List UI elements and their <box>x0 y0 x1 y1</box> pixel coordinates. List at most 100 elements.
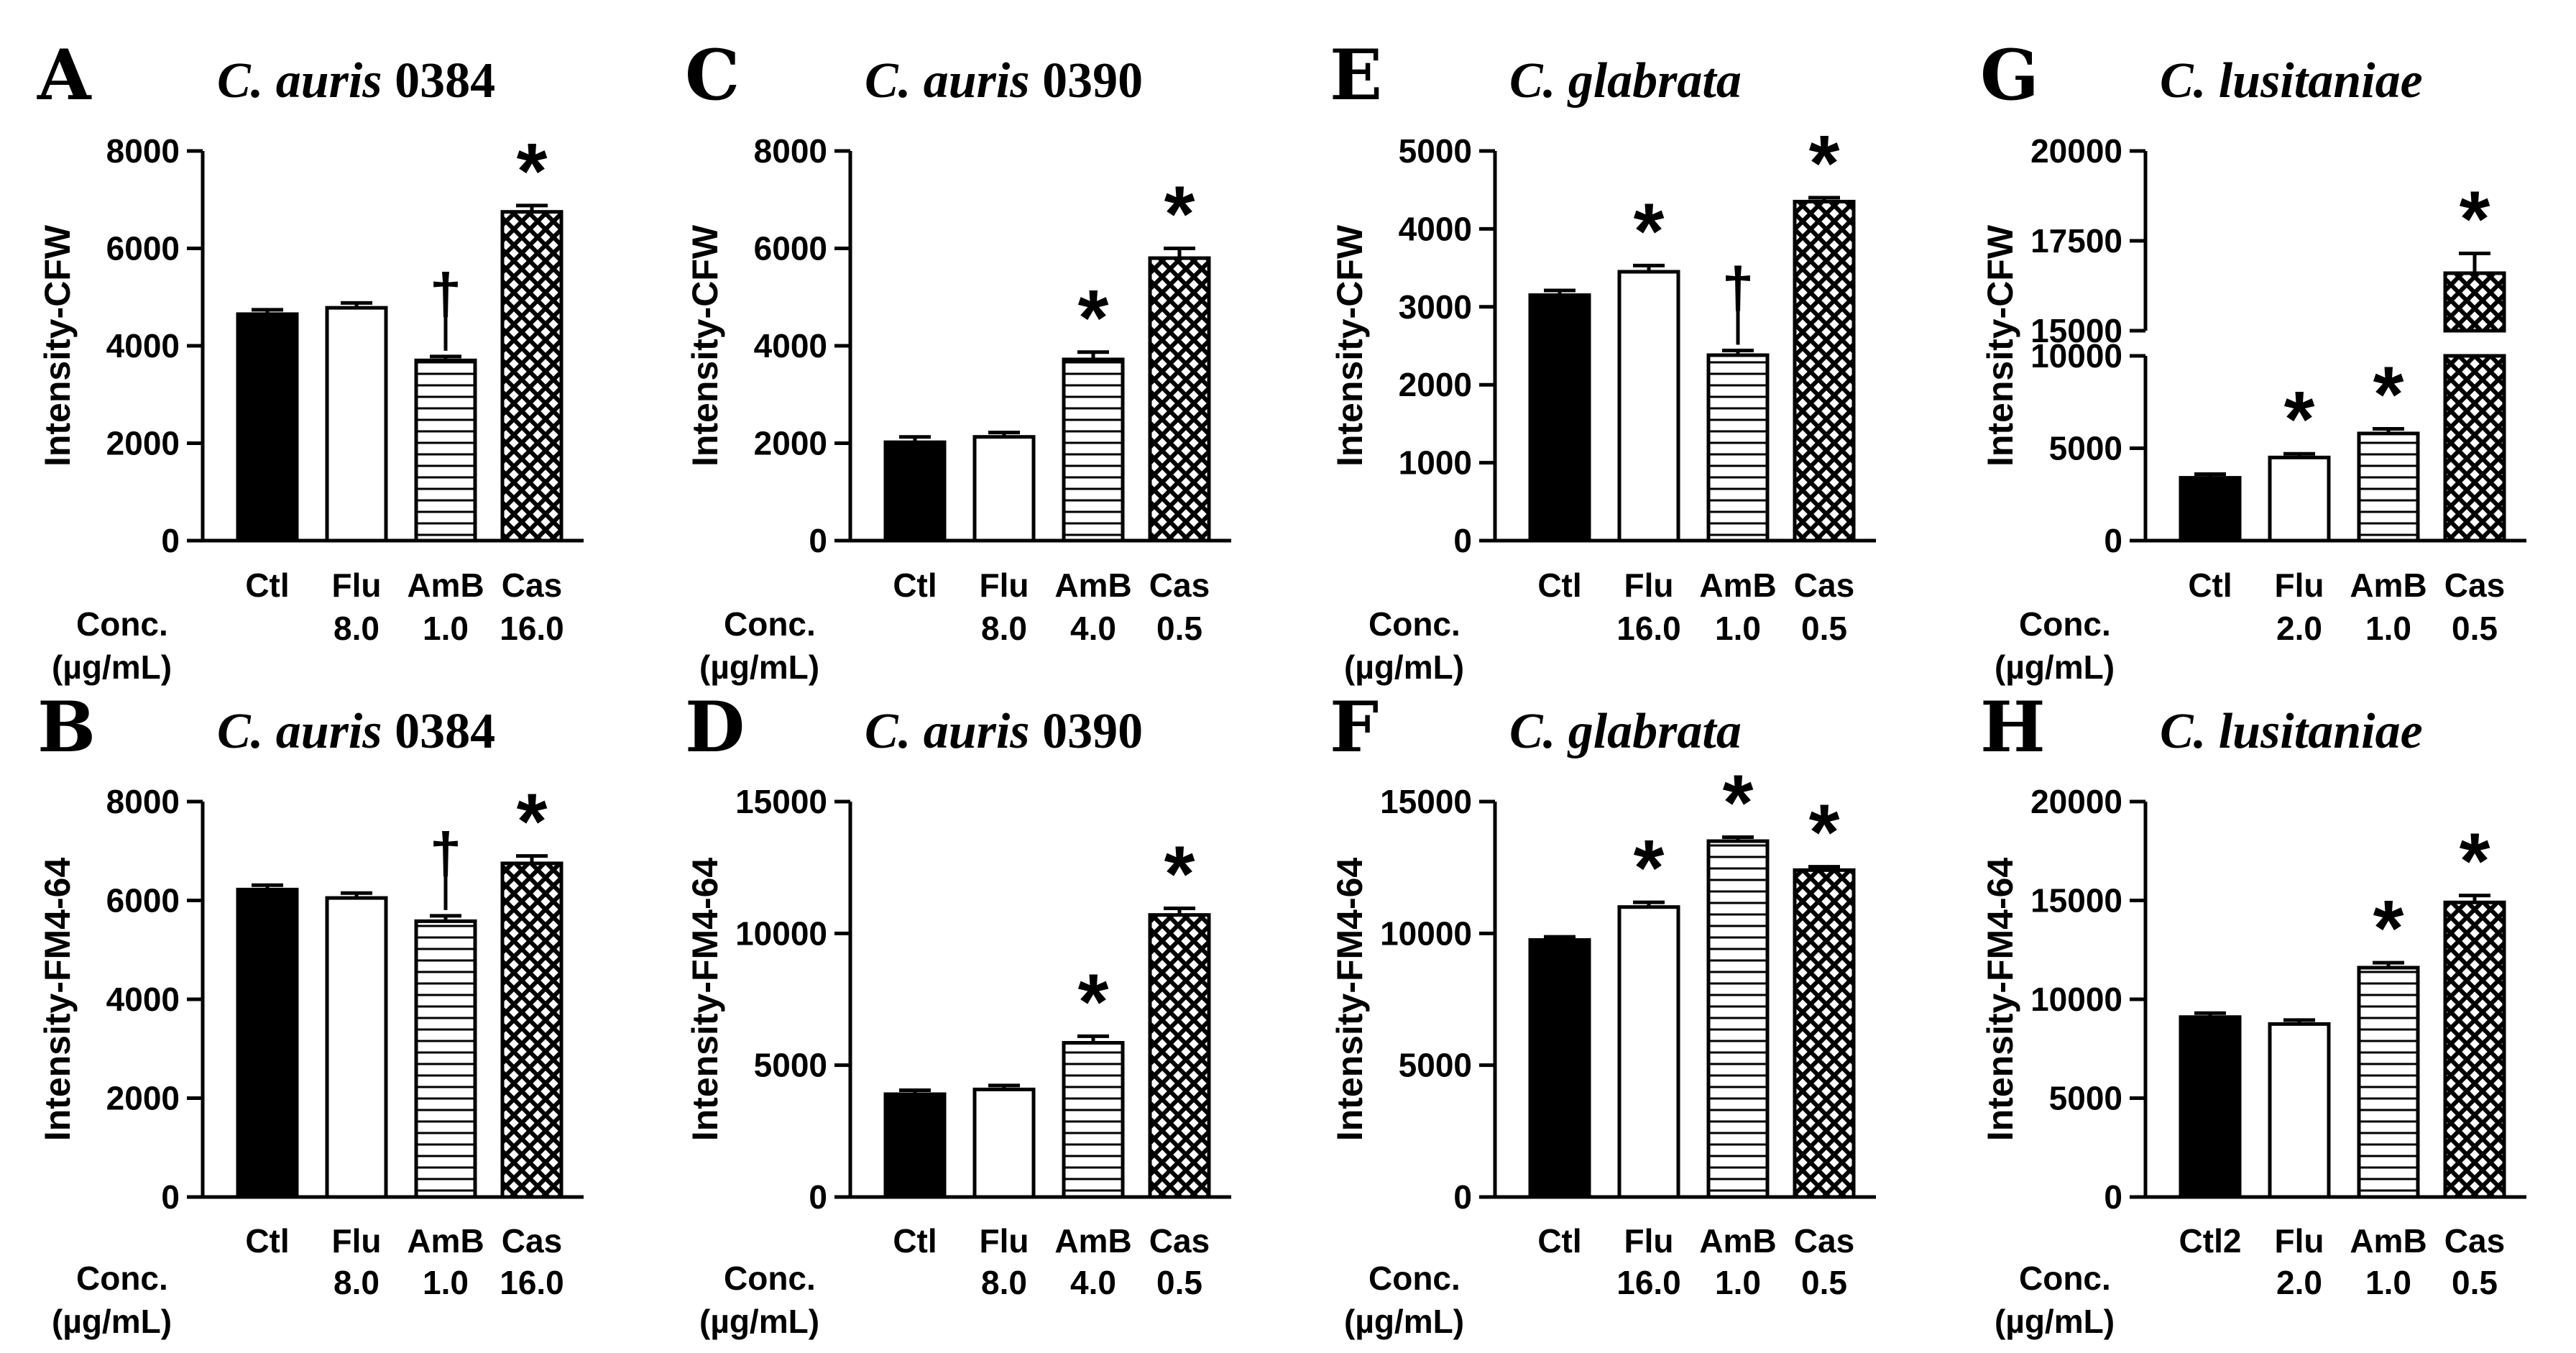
conc-label-line1: Conc. <box>76 1260 168 1297</box>
concentration-label: 0.5 <box>1801 1264 1847 1301</box>
y-axis-label: Intensity-FM4-64 <box>37 858 78 1142</box>
y-tick-label: 5000 <box>754 1047 827 1084</box>
significance-star: * <box>2460 175 2490 264</box>
bar-amb <box>414 919 477 1199</box>
y-tick-label: 2000 <box>754 425 827 462</box>
conc-label-line2: (µg/mL) <box>1995 1303 2115 1340</box>
y-tick-label: 0 <box>809 1178 827 1216</box>
y-axis-label: Intensity-FM4-64 <box>1330 858 1370 1142</box>
concentration-label: 1.0 <box>2365 1264 2411 1301</box>
panel-letter: B <box>37 687 96 768</box>
panel-title-species: C. lusitaniae <box>2160 53 2423 109</box>
concentration-label: 8.0 <box>334 1264 380 1301</box>
bar-cas <box>2443 900 2506 1199</box>
category-label: Ctl <box>893 567 937 604</box>
significance-star: * <box>1078 958 1109 1046</box>
panel-letter: D <box>685 687 745 768</box>
concentration-label: 1.0 <box>1715 1264 1761 1301</box>
conc-label-line2: (µg/mL) <box>52 648 172 686</box>
y-tick-label: 8000 <box>106 132 180 170</box>
category-label: Flu <box>332 1222 382 1260</box>
concentration-label: 4.0 <box>1070 610 1116 647</box>
panel-letter: G <box>1980 35 2039 116</box>
panel-title: C. auris 0384 <box>217 704 495 759</box>
bar-cas <box>1148 913 1211 1199</box>
y-axis-label: Intensity-CFW <box>685 224 725 467</box>
panel-e: E C. glabrata 0 1000 2000 3000 4000 5000 Intensi… <box>1330 35 1876 686</box>
conc-label-line1: Conc. <box>76 605 168 643</box>
category-label: Flu <box>2275 567 2324 604</box>
panel-letter: F <box>1330 687 1379 768</box>
bar-amb <box>2357 966 2420 1199</box>
bar-amb <box>414 358 477 543</box>
bar-cas <box>1148 256 1211 543</box>
category-label: Ctl <box>1537 567 1581 604</box>
y-tick-label: 5000 <box>2049 1080 2122 1117</box>
conc-label-line1: Conc. <box>2019 605 2111 643</box>
panel-title-species: C. auris <box>217 53 382 109</box>
y-tick-label: 20000 <box>2030 783 2122 820</box>
panel-title-species: C. auris <box>865 53 1030 109</box>
panel-title: C. auris 0384 <box>217 53 495 109</box>
concentration-label: 1.0 <box>423 1264 469 1301</box>
conc-label-line2: (µg/mL) <box>1995 648 2115 686</box>
concentration-label: 8.0 <box>334 610 380 647</box>
panel-title: C. glabrata <box>1509 53 1742 109</box>
y-tick-label: 5000 <box>2049 430 2122 467</box>
y-tick-label: 0 <box>1453 1178 1472 1216</box>
panel-title: C. auris 0390 <box>865 53 1143 109</box>
category-label: Ctl <box>2188 567 2232 604</box>
significance-star: * <box>2373 351 2404 439</box>
y-tick-label: 3000 <box>1399 288 1472 326</box>
y-tick-label: 8000 <box>754 132 827 170</box>
category-label: AmB <box>1054 1222 1131 1260</box>
category-label: AmB <box>407 1222 484 1260</box>
significance-star: * <box>1723 759 1754 848</box>
y-tick-label: 10000 <box>735 914 827 952</box>
conc-label-line1: Conc. <box>724 1260 816 1297</box>
category-label: Cas <box>1149 1222 1210 1260</box>
y-tick-label: 6000 <box>106 230 180 267</box>
concentration-label: 0.5 <box>1801 610 1847 647</box>
category-label: Cas <box>502 567 562 604</box>
concentration-label: 4.0 <box>1070 1264 1116 1301</box>
panel-title: C. lusitaniae <box>2160 53 2423 109</box>
significance-star: * <box>1809 119 1840 208</box>
panel-title-species: C. auris <box>865 704 1030 759</box>
panel-title-species: C. glabrata <box>1509 53 1742 109</box>
conc-label-line1: Conc. <box>724 605 816 643</box>
significance-star: * <box>2460 817 2490 906</box>
y-tick-label: 10000 <box>2030 981 2122 1018</box>
category-label: Ctl <box>1537 1222 1581 1260</box>
category-label: Ctl <box>245 567 289 604</box>
bar-amb <box>1062 357 1125 543</box>
panel-letter: E <box>1330 35 1382 116</box>
significance-star: * <box>1078 274 1109 362</box>
y-tick-label: 15000 <box>2030 882 2122 919</box>
panel-d: D C. auris 0390 0 5000 10000 15000 Intensity-F… <box>685 687 1231 1340</box>
y-tick-label: 0 <box>161 1178 180 1216</box>
y-tick-label: 4000 <box>754 327 827 364</box>
y-tick-label: 20000 <box>2030 132 2122 170</box>
category-label: Cas <box>1149 567 1210 604</box>
panel-title-species: C. glabrata <box>1509 704 1742 759</box>
category-label: Cas <box>2444 567 2505 604</box>
bar-cas <box>1793 868 1856 1199</box>
bar-ctl2 <box>2179 1015 2242 1199</box>
y-tick-label: 0 <box>1453 522 1472 559</box>
category-label: AmB <box>1699 567 1776 604</box>
significance-star: * <box>2284 375 2315 464</box>
panel-title-species: C. auris <box>217 704 382 759</box>
y-axis-label: Intensity-CFW <box>1330 224 1370 467</box>
significance-star: * <box>1809 789 1840 877</box>
y-tick-label: 1000 <box>1399 444 1472 482</box>
panel-letter: H <box>1980 687 2046 768</box>
concentration-label: 8.0 <box>981 610 1027 647</box>
significance-star: * <box>2373 884 2404 973</box>
panel-title-species: C. lusitaniae <box>2160 704 2423 759</box>
conc-label-line2: (µg/mL) <box>699 1303 819 1340</box>
y-tick-label: 4000 <box>106 981 180 1018</box>
conc-label-line2: (µg/mL) <box>52 1303 172 1340</box>
y-tick-label: 8000 <box>106 783 180 820</box>
category-label: Ctl <box>893 1222 937 1260</box>
